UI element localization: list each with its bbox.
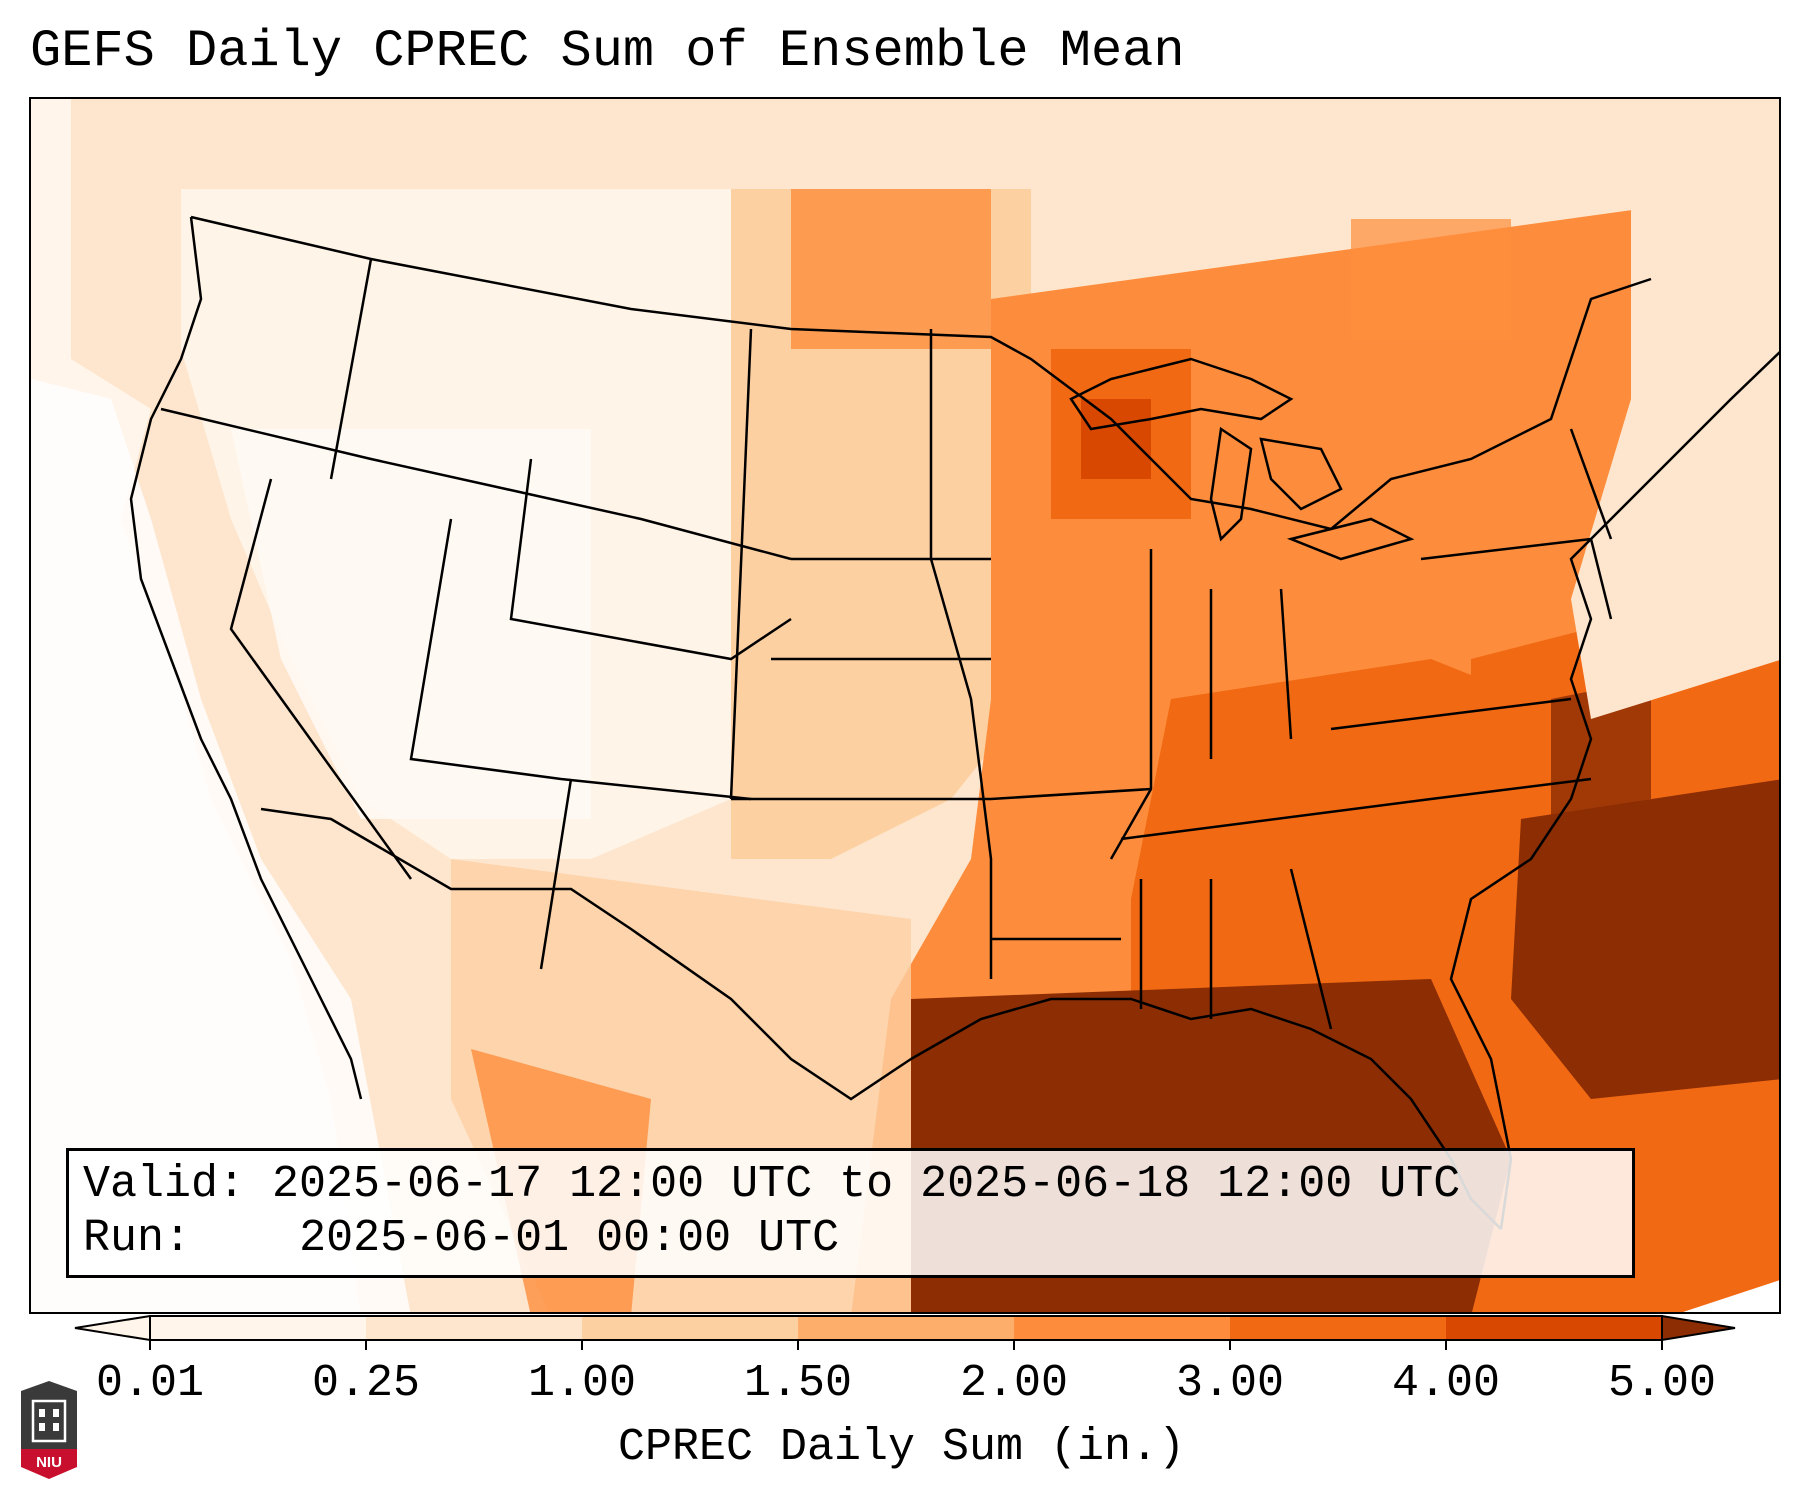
colorbar <box>74 1314 1736 1350</box>
colorbar-tick-label: 5.00 <box>1607 1358 1717 1409</box>
border-mexico-us <box>260 807 912 1101</box>
colorbar-segment <box>150 1316 366 1340</box>
precipitation-map <box>29 97 1781 1314</box>
coastline-east <box>1449 351 1779 1230</box>
coastline-west <box>129 216 363 1100</box>
state-line-pa <box>1420 537 1613 620</box>
map-borders <box>129 215 1779 1230</box>
state-line-1 <box>160 407 792 561</box>
shading-wisconsin-core <box>1081 399 1151 479</box>
state-line-ok <box>731 787 1152 801</box>
run-value: 2025-06-01 00:00 UTC <box>299 1213 840 1264</box>
logo-text: NIU <box>36 1454 62 1471</box>
lake-superior <box>1069 357 1294 431</box>
lake-huron <box>1259 437 1343 511</box>
valid-value: 2025-06-17 12:00 UTC to 2025-06-18 12:00… <box>272 1159 1461 1210</box>
valid-time-box: Valid: 2025-06-17 12:00 UTC to 2025-06-1… <box>66 1148 1635 1278</box>
colorbar-segment <box>1230 1316 1446 1340</box>
colorbar-segment <box>1446 1316 1662 1340</box>
run-label: Run: <box>83 1213 192 1264</box>
colorbar-tick-label: 0.25 <box>311 1358 421 1409</box>
colorbar-tick-label: 1.00 <box>527 1358 637 1409</box>
state-line-ny <box>1569 428 1613 540</box>
shading-great-basin <box>231 429 591 819</box>
niu-logo: NIU <box>21 1381 77 1479</box>
state-line-tn-nc <box>1120 777 1592 841</box>
valid-label: Valid: <box>83 1159 246 1210</box>
lake-erie <box>1286 517 1415 561</box>
state-line-id-wa <box>329 258 373 480</box>
state-line-nm-az <box>539 778 573 970</box>
colorbar-extend-min <box>74 1314 151 1342</box>
colorbar-tick-label: 2.00 <box>959 1358 1069 1409</box>
state-line-oh <box>1279 588 1293 740</box>
colorbar-extend-max <box>1661 1314 1736 1342</box>
colorbar-segment <box>582 1316 798 1340</box>
state-line-wy-co <box>509 458 792 661</box>
shading-plains <box>731 189 1031 859</box>
colorbar-tick-label: 4.00 <box>1391 1358 1501 1409</box>
colorbar-segment <box>1014 1316 1230 1340</box>
colorbar-segment <box>798 1316 1014 1340</box>
run-line: Run: 2025-06-01 00:00 UTC <box>83 1213 839 1264</box>
state-line-ga <box>1289 868 1333 1030</box>
shading-dakotas <box>791 189 991 349</box>
map-canvas <box>31 99 1779 1312</box>
shading-quebec <box>1351 219 1511 339</box>
colorbar-label: CPREC Daily Sum (in.) <box>617 1422 1186 1473</box>
state-line-nv <box>229 478 413 880</box>
border-canada-us <box>190 215 1652 531</box>
valid-line: Valid: 2025-06-17 12:00 UTC to 2025-06-1… <box>83 1159 1460 1210</box>
colorbar-segment <box>366 1316 582 1340</box>
shading-pacific-white <box>31 379 411 1312</box>
state-line-mt-nd <box>729 328 753 800</box>
colorbar-tick-label: 1.50 <box>743 1358 853 1409</box>
colorbar-tick-label: 3.00 <box>1175 1358 1285 1409</box>
state-line-va <box>1330 697 1572 731</box>
projection-edge <box>1683 1280 1779 1312</box>
lake-michigan <box>1209 426 1253 542</box>
state-line-il <box>1109 549 1153 860</box>
colorbar-tick-label: 0.01 <box>95 1358 205 1409</box>
state-line-mn-ia-mo <box>929 329 993 979</box>
shading-atlantic-heavy <box>1511 779 1779 1099</box>
colorbar-outline <box>149 1315 1663 1341</box>
state-line-ut-az <box>409 518 752 801</box>
map-title: GEFS Daily CPREC Sum of Ensemble Mean <box>30 22 1185 81</box>
